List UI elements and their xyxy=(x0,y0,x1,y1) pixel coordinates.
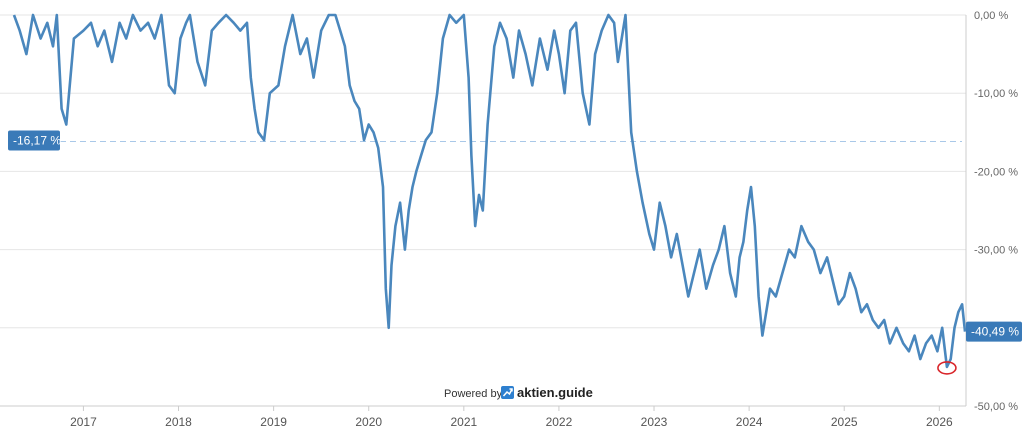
y-tick-label: -10,00 % xyxy=(974,88,1018,100)
last-value-badge: -40,49 % xyxy=(966,321,1022,342)
series-line xyxy=(12,13,967,369)
last-value-badge-bg xyxy=(966,321,1022,342)
x-tick-label: 2023 xyxy=(641,415,668,429)
x-tick-label: 2022 xyxy=(546,415,573,429)
x-tick-label: 2025 xyxy=(831,415,858,429)
credit-brand: aktien.guide xyxy=(517,385,593,400)
x-tick-label: 2021 xyxy=(450,415,477,429)
last-value-badge-label: -40,49 % xyxy=(971,325,1019,339)
chart-up-arrow-icon xyxy=(501,386,514,399)
y-tick-label: -50,00 % xyxy=(974,401,1018,413)
x-axis-ticks: 2017 2018 2019 2020 2021 2022 2023 2024 2025 2026 xyxy=(0,405,966,429)
x-tick-label: 2020 xyxy=(355,415,382,429)
low-point-marker xyxy=(937,361,957,375)
average-badge-bg xyxy=(8,130,60,151)
x-tick-label: 2018 xyxy=(165,415,192,429)
y-axis-ticks: 0,00 %-10,00 %-20,00 %-30,00 %-40,00 %-5… xyxy=(974,10,1018,413)
credit-prefix: Powered by xyxy=(444,388,503,400)
y-tick-label: 0,00 % xyxy=(974,10,1008,22)
y-tick-label: -30,00 % xyxy=(974,245,1018,257)
y-tick-label: -20,00 % xyxy=(974,166,1018,178)
x-tick-label: 2019 xyxy=(260,415,287,429)
average-badge: -16,17 % xyxy=(8,130,61,151)
powered-by-credit[interactable]: Powered by aktien.guide xyxy=(444,385,593,400)
x-tick-label: 2026 xyxy=(926,415,953,429)
x-tick-label: 2024 xyxy=(736,415,763,429)
average-badge-label: -16,17 % xyxy=(13,133,61,147)
x-tick-label: 2017 xyxy=(70,415,97,429)
